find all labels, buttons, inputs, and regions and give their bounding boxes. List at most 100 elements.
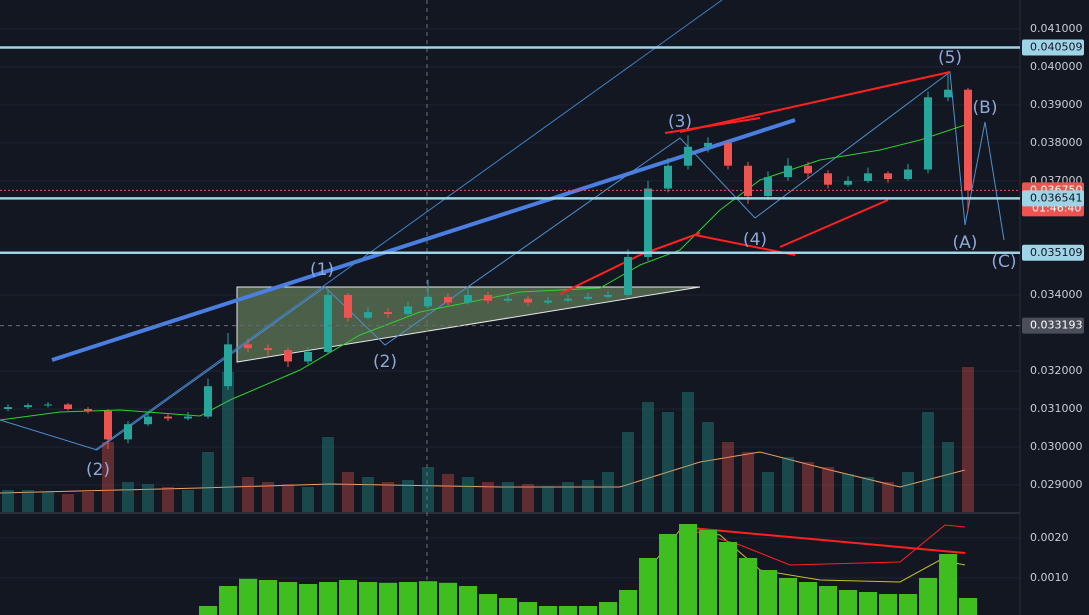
candle-body [684,146,692,166]
candle-body [624,256,632,295]
volume-bar [442,474,454,512]
histogram-bar [659,534,677,615]
volume-bar [922,412,934,512]
candle-body [804,165,812,174]
candle-body [724,142,732,166]
y-tick-label: 0.034000 [1030,288,1083,301]
drawings [0,0,1021,615]
volume-bar [102,442,114,512]
volume-bar [182,490,194,512]
volume-bar [722,442,734,512]
histogram-bar [819,586,837,615]
histogram-bar [959,598,977,615]
candle-body [844,180,852,185]
candle-body [764,177,772,197]
price-label-box [1022,317,1084,334]
grid [0,28,1020,579]
candle-body [404,306,412,314]
candle-body [84,408,92,411]
candle-body [944,89,952,98]
candle-body [484,294,492,301]
volume-bar [682,392,694,512]
volume-bar [902,472,914,512]
volume-bar [462,477,474,512]
candle-body [224,344,232,387]
volume-bar [622,432,634,512]
volume-bar [502,482,514,512]
volume-bar [302,487,314,512]
y-tick-label: 0.038000 [1030,136,1083,149]
histogram-bar [399,582,417,615]
price-label: 0.033193 [1030,319,1083,332]
volume-bar [342,472,354,512]
candle-body [664,165,672,189]
volume-bar [642,402,654,512]
candle-body [284,350,292,362]
candle-body [144,416,152,425]
candle-body [464,294,472,303]
wave-label: (1) [310,260,334,280]
histogram-bar [759,570,777,615]
y-tick-label: 0.032000 [1030,364,1083,377]
histogram-bar [479,594,497,615]
y-tick-label: 0.040000 [1030,60,1083,73]
candle-body [24,405,32,408]
wave-label: (A) [953,233,978,253]
candle-body [4,407,12,409]
histogram-bar [199,606,217,615]
volume-bar [602,472,614,512]
volume-bar [82,492,94,512]
volume-bar [782,457,794,512]
candle-body [124,424,132,440]
volume-bar [282,484,294,512]
volume-bar [942,442,954,512]
volume-bar [382,482,394,512]
wave-label: (4) [743,230,767,250]
candle-body [324,294,332,352]
volume-bar [162,487,174,512]
histogram-bar [439,582,457,615]
volume-bar [522,484,534,512]
candle-body [704,142,712,147]
histogram-bar [359,582,377,615]
volume-bar [42,492,54,512]
candle-body [304,351,312,362]
candle-body [824,173,832,185]
wave-label: (5) [938,48,962,68]
volume-bar [742,452,754,512]
volume-bar [222,372,234,512]
volume-bar [842,474,854,512]
volume-bar [422,467,434,512]
histogram-bar [939,554,957,615]
volume-bar [962,367,974,512]
candle-body [584,296,592,299]
histogram-bar [599,602,617,615]
histogram-bar [719,542,737,615]
wave-path [0,71,1005,451]
volume-bar [482,482,494,512]
volume-bar [402,480,414,512]
candle-body [644,188,652,257]
histogram-bar [219,586,237,615]
price-label-box [1022,190,1084,207]
histogram-bar [379,582,397,615]
wave-label: (B) [973,98,998,118]
histogram-bar [539,606,557,615]
candle-body [104,410,112,440]
volume-bar [542,486,554,512]
volume-bar [122,482,134,512]
histogram-bar [559,606,577,615]
candle-body [44,404,52,406]
volume-bar [582,480,594,512]
y-tick-label: 0.031000 [1030,402,1083,415]
volume-bar [802,462,814,512]
wave-label: (C) [991,252,1016,272]
price-label-box [1022,244,1084,261]
arrow [779,199,889,248]
marks [0,46,1020,615]
candle-body [184,416,192,419]
histogram-bar [739,558,757,615]
y-tick-label: 0.0020 [1030,531,1069,544]
histogram-bar [339,580,357,615]
volume-bar [2,490,14,512]
